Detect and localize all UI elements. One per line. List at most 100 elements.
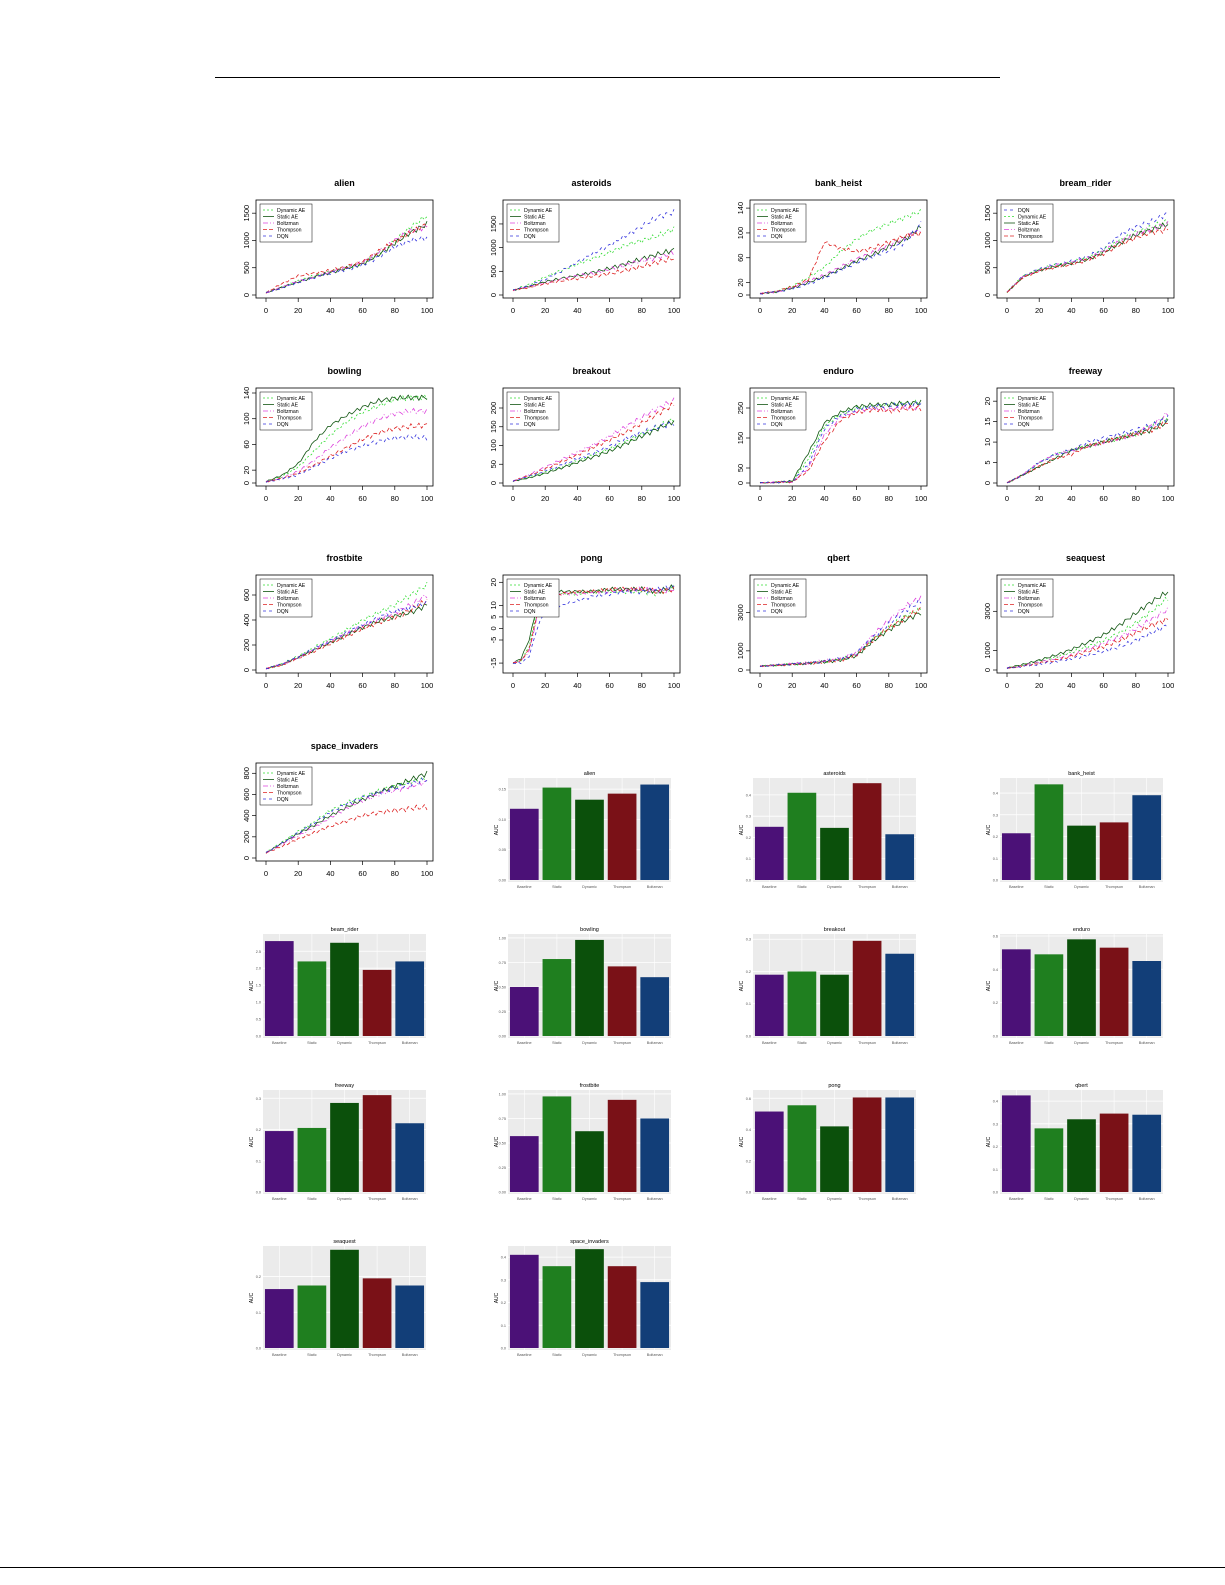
x-tick-label: Thompson (368, 1041, 386, 1045)
bar-baseline (509, 1136, 539, 1192)
series-line-dqn (265, 777, 428, 854)
x-tick-label: Boltzman (402, 1353, 418, 1357)
y-axis-label: AUC (249, 980, 255, 991)
legend-label: Boltzman (277, 409, 299, 415)
legend-label: DQN (771, 422, 783, 428)
legend-label: Boltzman (524, 409, 546, 415)
x-tick-label: 40 (573, 494, 581, 503)
series-line-dqn (759, 221, 922, 295)
bar-dynamic (1067, 1119, 1096, 1192)
x-tick-label: Baseline (272, 1041, 287, 1045)
y-tick-label: 0.4 (993, 1100, 998, 1104)
legend-label: Thompson (1018, 416, 1043, 422)
x-tick-label: Dynamic (1074, 885, 1089, 889)
x-tick-label: 100 (421, 681, 434, 690)
legend-label: Boltzman (1018, 228, 1040, 234)
x-tick-label: Thompson (368, 1353, 386, 1357)
x-tick-label: 0 (758, 681, 762, 690)
y-tick-label: 5 (983, 460, 992, 464)
y-tick-label: 600 (242, 788, 251, 801)
legend-label: Thompson (771, 416, 796, 422)
x-tick-label: 80 (391, 306, 399, 315)
series-line-static-ae (1006, 591, 1169, 669)
bar-static (1034, 1128, 1064, 1192)
y-tick-label: 0.0 (993, 1191, 998, 1195)
y-axis-label: AUC (986, 980, 992, 991)
x-tick-label: 0 (264, 306, 268, 315)
x-tick-label: 20 (788, 494, 796, 503)
y-tick-label: 1000 (242, 232, 251, 249)
legend-label: Static AE (277, 403, 299, 409)
y-tick-label: 3000 (736, 604, 745, 621)
legend-label: Dynamic AE (1018, 396, 1047, 402)
x-tick-label: Dynamic (582, 885, 597, 889)
chart-title: freeway (335, 1083, 355, 1089)
x-tick-label: 100 (915, 306, 928, 315)
y-tick-label: 0.2 (993, 835, 998, 839)
y-tick-label: 500 (983, 261, 992, 274)
y-axis-label: AUC (986, 1136, 992, 1147)
legend-label: Thompson (1018, 234, 1043, 240)
series-line-dqn (265, 235, 428, 293)
legend-label: Static AE (277, 590, 299, 596)
y-tick-label: 600 (242, 589, 251, 602)
bar-chart-space_invaders: space_invaders 0.0 0.1 0.2 0.3 0.4 AUC Baseline… (494, 1239, 671, 1357)
line-chart-bank_heist: bank_heist 0 20 40 60 80 100 0 20 60 100 140 Dynamic… (736, 178, 928, 315)
y-tick-label: 0 (736, 481, 745, 485)
x-tick-label: Dynamic (337, 1353, 352, 1357)
legend-label: Static AE (524, 403, 546, 409)
x-tick-label: Static (552, 885, 562, 889)
y-tick-label: 800 (242, 767, 251, 780)
y-tick-label: 20 (242, 466, 251, 474)
series-line-dynamic-ae (265, 776, 428, 854)
chart-title: bowling (328, 366, 362, 376)
y-tick-label: 1.00 (499, 936, 506, 940)
x-tick-label: 100 (421, 869, 434, 878)
x-tick-label: Baseline (762, 885, 777, 889)
series-line-static-ae (512, 420, 675, 482)
line-chart-enduro: enduro 0 20 40 60 80 100 0 50 150 250 Dynamic AESta… (736, 366, 928, 503)
bar-static (1034, 784, 1064, 880)
y-tick-label: 0.6 (993, 935, 998, 939)
series-line-boltzman (265, 779, 428, 853)
y-tick-label: 0.50 (499, 1141, 506, 1145)
x-tick-label: Static (307, 1041, 317, 1045)
legend-label: DQN (277, 234, 289, 240)
bar-boltzman (885, 953, 915, 1036)
bar-dynamic (330, 1102, 359, 1192)
series-line-dynamic-ae (759, 606, 922, 667)
x-tick-label: Thompson (613, 1197, 631, 1201)
x-tick-label: 20 (294, 681, 302, 690)
x-tick-label: 0 (264, 869, 268, 878)
series-line-thompson (265, 803, 428, 854)
legend-label: Dynamic AE (524, 583, 553, 589)
bar-thompson (1099, 1113, 1129, 1192)
bar-thompson (607, 793, 637, 880)
x-tick-label: 20 (541, 494, 549, 503)
bar-chart-qbert: qbert 0.0 0.1 0.2 0.3 0.4 AUC Baseline Static Dyn… (986, 1083, 1163, 1201)
x-tick-label: 60 (852, 494, 860, 503)
chart-title: breakout (824, 927, 846, 933)
y-tick-label: 1500 (242, 205, 251, 222)
y-axis-label: AUC (494, 1292, 500, 1303)
legend-label: Thompson (524, 416, 549, 422)
x-tick-label: Boltzman (647, 1041, 663, 1045)
legend-label: Static AE (1018, 403, 1040, 409)
x-tick-label: 40 (1067, 681, 1075, 690)
x-tick-label: 60 (852, 681, 860, 690)
y-tick-label: 5 (489, 615, 498, 619)
legend-label: Dynamic AE (771, 208, 800, 214)
y-tick-label: 500 (242, 261, 251, 274)
x-tick-label: Static (797, 885, 807, 889)
legend-label: Thompson (771, 603, 796, 609)
bar-static (787, 1105, 817, 1192)
series-line-dqn (1006, 211, 1169, 293)
bar-boltzman (395, 1285, 425, 1348)
y-tick-label: 0.0 (746, 1035, 751, 1039)
legend-label: Static AE (771, 590, 793, 596)
legend-label: Boltzman (277, 596, 299, 602)
bar-boltzman (640, 784, 670, 880)
bar-chart-seaquest: seaquest 0.0 0.1 0.2 AUC Baseline Static Dynami… (249, 1239, 426, 1357)
x-tick-label: 100 (1162, 306, 1175, 315)
